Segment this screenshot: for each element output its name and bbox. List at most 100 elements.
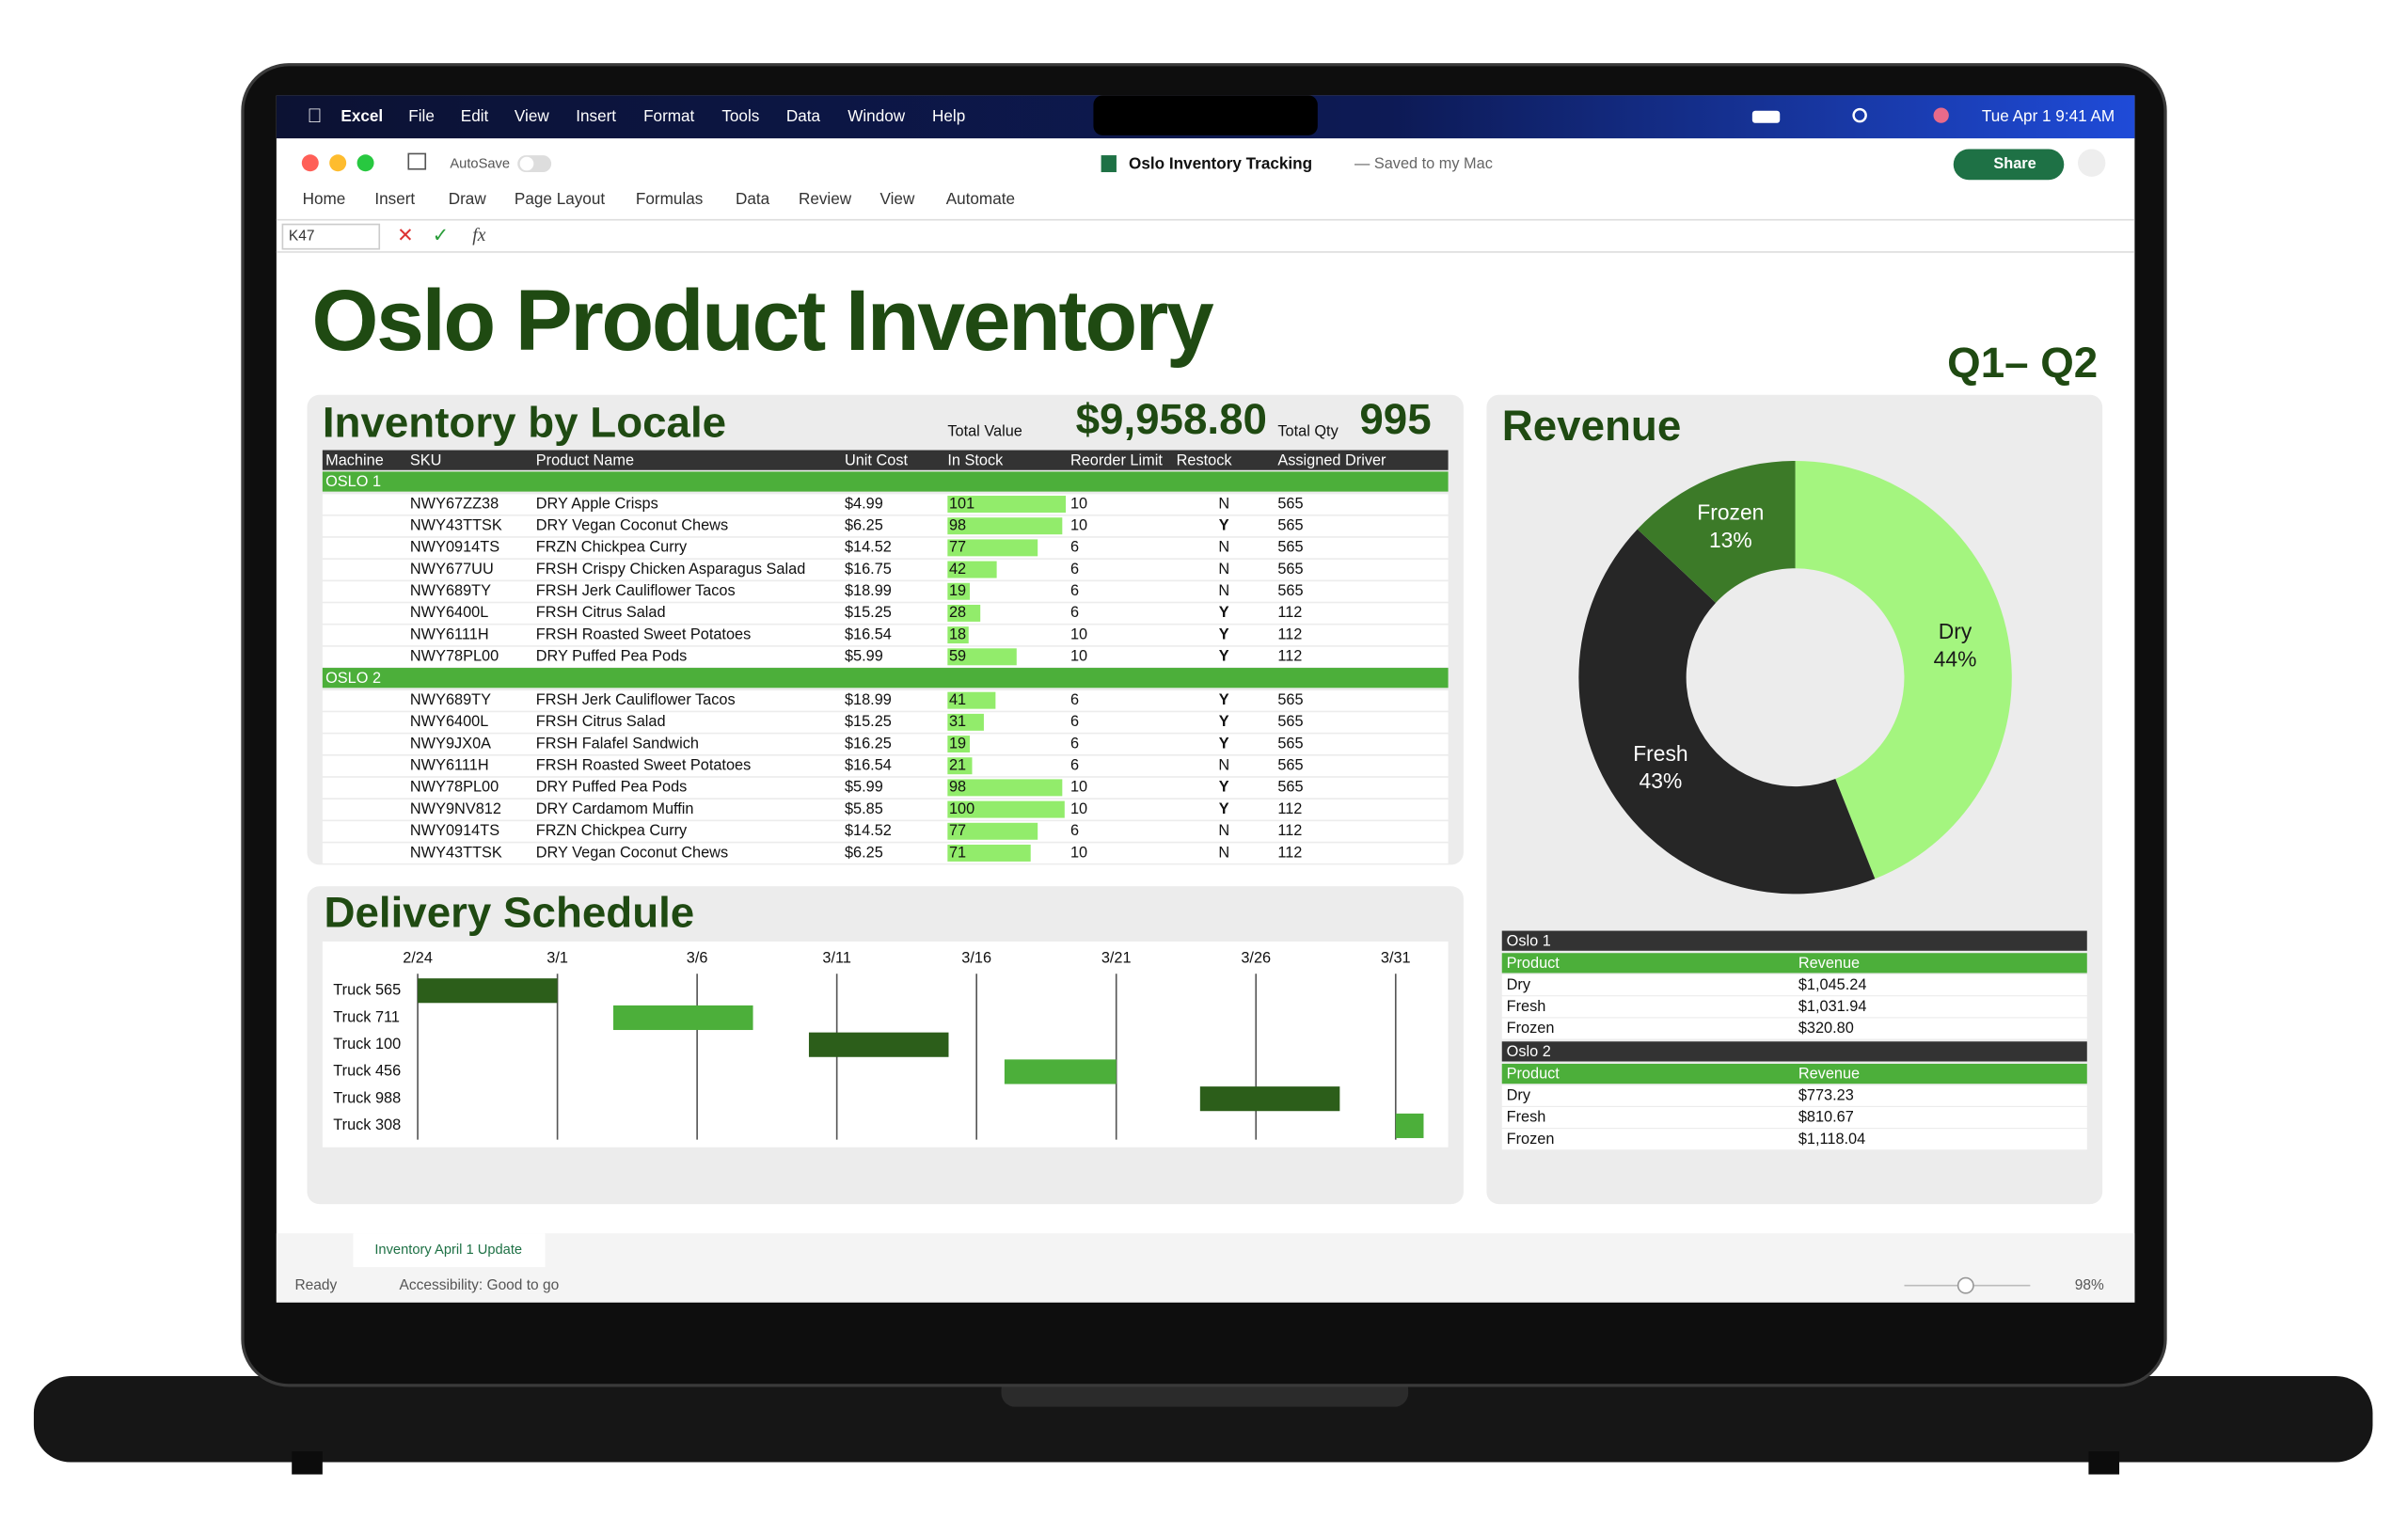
zoom-button[interactable] xyxy=(356,154,374,172)
table-row xyxy=(322,537,1449,559)
product-name: FRSH Jerk Cauliflower Tacos xyxy=(536,691,736,708)
menu-item[interactable]: Window xyxy=(848,106,906,125)
ribbon-tab[interactable]: Insert xyxy=(374,189,415,208)
stock-bar xyxy=(947,736,970,753)
stock-bar xyxy=(947,496,1067,513)
in-stock: 19 xyxy=(949,582,966,599)
reorder-limit: 6 xyxy=(1070,604,1079,621)
gantt-bar xyxy=(613,1005,753,1031)
ribbon-tab[interactable]: Data xyxy=(736,189,770,208)
menu-item[interactable]: File xyxy=(408,106,435,125)
section-title: Delivery Schedule xyxy=(324,888,694,936)
table-title-row xyxy=(1501,930,2087,951)
table-row xyxy=(322,712,1449,733)
table-row xyxy=(1501,1106,2087,1129)
total-qty: 995 xyxy=(1359,395,1431,443)
ribbon-tab[interactable]: Page Layout xyxy=(515,189,605,208)
home-icon[interactable] xyxy=(407,152,427,170)
gantt-bar xyxy=(1004,1059,1117,1085)
section-title: Inventory by Locale xyxy=(323,398,726,446)
restock: Y xyxy=(1219,713,1229,730)
donut-slice xyxy=(1578,529,1876,895)
table-row xyxy=(1501,974,2087,996)
ribbon-tab[interactable]: Home xyxy=(303,189,346,208)
slice-value: 44% xyxy=(1934,646,1977,671)
gantt-bar xyxy=(1395,1113,1424,1138)
ribbon-tab[interactable]: Draw xyxy=(449,189,487,208)
apple-icon[interactable]:  xyxy=(308,105,323,127)
search-icon[interactable] xyxy=(1852,107,1867,123)
zoom-knob[interactable] xyxy=(1956,1276,1974,1294)
reorder-limit: 6 xyxy=(1070,561,1079,578)
unit-cost: $16.25 xyxy=(845,735,892,752)
assigned-driver: 112 xyxy=(1277,604,1302,621)
cancel-icon[interactable]: ✕ xyxy=(397,225,414,246)
accessibility-status[interactable]: Accessibility: Good to go xyxy=(399,1277,559,1293)
truck-label: Truck 988 xyxy=(333,1089,401,1106)
reorder-limit: 6 xyxy=(1070,713,1079,730)
table-row xyxy=(322,494,1449,515)
excel-icon xyxy=(1101,155,1117,173)
sku: NWY43TTSK xyxy=(410,517,502,534)
app-menu[interactable]: Excel xyxy=(341,106,383,125)
truck-label: Truck 565 xyxy=(333,982,401,999)
sku: NWY677UU xyxy=(410,561,494,578)
table-row xyxy=(322,755,1449,777)
stock-bar xyxy=(947,539,1038,557)
in-stock: 28 xyxy=(949,604,966,621)
save-status: — Saved to my Mac xyxy=(1354,155,1493,172)
share-button[interactable] xyxy=(1953,149,2065,181)
unit-cost: $5.99 xyxy=(845,779,883,796)
table-row xyxy=(1501,1085,2087,1106)
battery-icon xyxy=(1751,110,1781,123)
table-row xyxy=(322,625,1449,646)
siri-icon[interactable] xyxy=(1933,107,1949,123)
name-box[interactable] xyxy=(281,223,381,250)
sheet-tab[interactable] xyxy=(353,1233,546,1268)
restock: N xyxy=(1218,495,1229,512)
share-label[interactable]: Share xyxy=(1993,155,2036,172)
revenue: $810.67 xyxy=(1798,1109,1854,1126)
table-row xyxy=(322,515,1449,537)
menu-item[interactable]: Format xyxy=(643,106,694,125)
product: Fresh xyxy=(1507,998,1546,1015)
table-row xyxy=(322,821,1449,842)
restock: Y xyxy=(1219,691,1229,708)
in-stock: 98 xyxy=(949,517,966,534)
assigned-driver: 565 xyxy=(1277,735,1303,752)
reorder-limit: 10 xyxy=(1070,844,1087,861)
menu-item[interactable]: Help xyxy=(932,106,965,125)
ribbon-tab[interactable]: View xyxy=(880,189,915,208)
column-header: Product xyxy=(1507,1066,1560,1083)
search-button[interactable] xyxy=(2077,149,2106,177)
ribbon-tab[interactable]: Formulas xyxy=(636,189,703,208)
revenue: $1,031.94 xyxy=(1798,998,1867,1015)
menu-item[interactable]: Tools xyxy=(721,106,759,125)
donut-slice xyxy=(1637,460,1796,603)
in-stock: 71 xyxy=(949,844,966,861)
sku: NWY0914TS xyxy=(410,539,499,556)
column-header: Machine xyxy=(325,451,384,468)
revenue: $773.23 xyxy=(1798,1087,1854,1104)
assigned-driver: 565 xyxy=(1277,495,1303,512)
menu-item[interactable]: View xyxy=(515,106,549,125)
reorder-limit: 10 xyxy=(1070,495,1087,512)
in-stock: 98 xyxy=(949,779,966,796)
revenue: $1,045.24 xyxy=(1798,976,1867,993)
menu-item[interactable]: Edit xyxy=(461,106,489,125)
assigned-driver: 565 xyxy=(1277,582,1303,599)
close-button[interactable] xyxy=(301,154,319,172)
column-header: Reorder Limit xyxy=(1070,451,1163,468)
ribbon-tab[interactable]: Automate xyxy=(946,189,1015,208)
menu-item[interactable]: Data xyxy=(786,106,821,125)
minimize-button[interactable] xyxy=(329,154,347,172)
sheet-tab-label[interactable]: Inventory April 1 Update xyxy=(374,1243,522,1258)
ribbon-tab[interactable]: Review xyxy=(799,189,852,208)
group-name: OSLO 2 xyxy=(325,670,381,687)
x-tick-label: 3/1 xyxy=(547,949,568,966)
menu-item[interactable]: Insert xyxy=(576,106,616,125)
group-row xyxy=(322,471,1449,492)
enter-icon[interactable]: ✓ xyxy=(433,225,450,246)
column-header: SKU xyxy=(410,451,442,468)
